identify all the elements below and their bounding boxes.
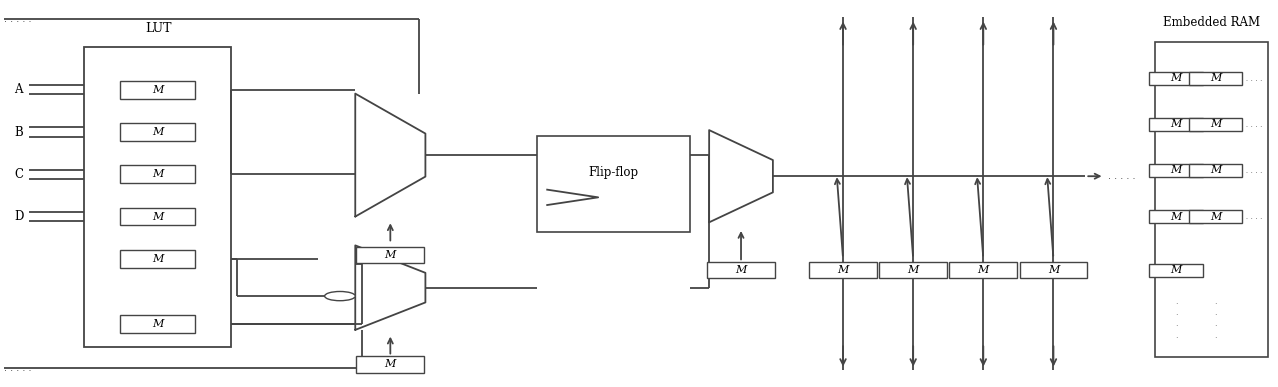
Bar: [120, 315, 196, 333]
Bar: [1149, 210, 1203, 223]
Text: M: M: [1210, 212, 1220, 221]
Text: Embedded RAM: Embedded RAM: [1163, 16, 1260, 29]
Text: . . . . .: . . . . .: [1241, 120, 1263, 129]
Text: . . . . .: . . . . .: [1241, 166, 1263, 175]
Text: . . . . .: . . . . .: [1241, 74, 1263, 83]
Bar: [120, 208, 196, 226]
Bar: [1020, 262, 1088, 278]
Text: C: C: [14, 168, 23, 181]
Text: M: M: [1171, 73, 1182, 83]
Text: M: M: [152, 85, 164, 95]
Text: M: M: [1210, 119, 1220, 129]
Text: Flip-flop: Flip-flop: [588, 166, 639, 179]
Bar: [357, 356, 424, 373]
Text: .
.
.
.: . . . .: [1214, 297, 1217, 339]
Text: M: M: [1210, 73, 1220, 83]
Bar: [1189, 72, 1242, 85]
Bar: [120, 250, 196, 268]
Bar: [120, 165, 196, 183]
Text: .
.
.
.: . . . .: [1174, 297, 1177, 339]
Bar: [879, 262, 947, 278]
Bar: [1189, 210, 1242, 223]
Text: . . . . .: . . . . .: [4, 363, 32, 373]
Bar: [357, 247, 424, 263]
Text: M: M: [152, 212, 164, 221]
Text: M: M: [1171, 119, 1182, 129]
Circle shape: [325, 291, 355, 301]
Text: M: M: [978, 265, 989, 275]
Text: M: M: [1171, 265, 1182, 275]
Bar: [120, 123, 196, 141]
Text: M: M: [385, 250, 396, 260]
Text: . . . . .: . . . . .: [1108, 171, 1136, 181]
Text: M: M: [152, 254, 164, 264]
Bar: [120, 81, 196, 99]
Bar: [950, 262, 1017, 278]
Text: A: A: [14, 83, 23, 96]
Text: M: M: [385, 360, 396, 370]
Text: M: M: [907, 265, 919, 275]
Text: . . . . .: . . . . .: [4, 14, 32, 24]
Text: M: M: [1171, 166, 1182, 175]
Bar: [537, 136, 690, 232]
Bar: [1189, 164, 1242, 177]
Text: M: M: [152, 319, 164, 329]
Bar: [1149, 118, 1203, 131]
Text: M: M: [837, 265, 849, 275]
Bar: [84, 48, 231, 347]
Text: LUT: LUT: [144, 22, 171, 35]
Text: M: M: [152, 127, 164, 137]
Text: . . . . .: . . . . .: [1241, 212, 1263, 221]
Text: M: M: [152, 169, 164, 179]
Text: D: D: [14, 210, 23, 223]
Bar: [1149, 164, 1203, 177]
Bar: [707, 262, 774, 278]
Text: M: M: [1210, 166, 1220, 175]
Bar: [809, 262, 877, 278]
Bar: [1155, 42, 1268, 357]
Text: M: M: [735, 265, 746, 275]
Text: B: B: [14, 125, 23, 139]
Bar: [1149, 264, 1203, 277]
Bar: [1149, 72, 1203, 85]
Text: M: M: [1048, 265, 1059, 275]
Text: M: M: [1171, 212, 1182, 221]
Bar: [1189, 118, 1242, 131]
